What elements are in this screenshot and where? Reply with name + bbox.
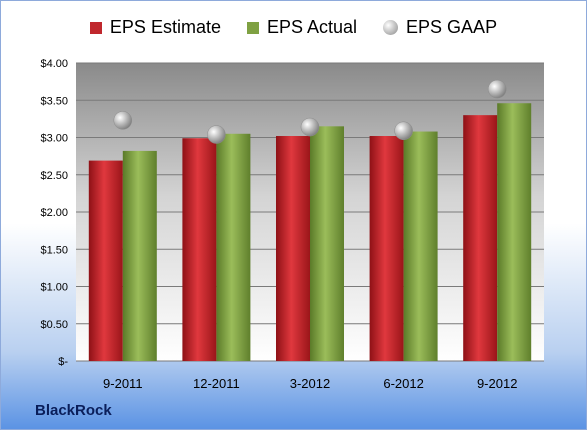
company-name: BlackRock <box>35 402 112 419</box>
bar-eps-actual <box>310 126 344 361</box>
y-tick-label: $4.00 <box>40 58 68 70</box>
y-tick-label: $0.50 <box>40 319 68 331</box>
bar-eps-estimate <box>182 138 217 361</box>
legend-swatch-eps-estimate <box>89 21 102 34</box>
x-tick-label: 9-2011 <box>103 376 143 391</box>
legend-label-eps-gaap: EPS GAAP <box>406 17 498 37</box>
legend-label-eps-estimate: EPS Estimate <box>109 17 221 37</box>
y-tick-label: $2.00 <box>40 207 68 219</box>
legend-item-eps-estimate: EPS Estimate <box>89 17 221 38</box>
bar-eps-estimate <box>88 160 123 361</box>
y-tick-label: $1.50 <box>40 244 68 256</box>
bar-eps-actual <box>497 103 532 361</box>
bar-eps-actual <box>216 133 251 361</box>
legend-item-eps-actual: EPS Actual <box>246 17 358 38</box>
x-tick-label: 3-2012 <box>290 376 330 391</box>
x-tick-label: 12-2011 <box>193 376 240 391</box>
y-tick-label: $3.50 <box>40 95 68 107</box>
legend-item-eps-gaap: EPS GAAP <box>383 17 497 38</box>
y-tick-label: $3.00 <box>40 133 68 145</box>
marker-eps-gaap <box>487 79 507 99</box>
marker-eps-gaap <box>300 117 320 137</box>
y-axis-ticks: $- $0.50 $1.00 $1.50 $2.00 $2.50 $3.00 $3.50 $4.… <box>40 58 68 368</box>
chart-legend: EPS Estimate EPS Actual EPS GAAP <box>1 17 586 38</box>
y-tick-label: $- <box>58 356 68 368</box>
x-axis-ticks: 9-2011 12-2011 3-2012 6-2012 9-2012 <box>103 376 517 391</box>
legend-swatch-eps-actual <box>246 21 259 34</box>
bar-eps-estimate <box>463 115 498 362</box>
legend-swatch-eps-gaap <box>383 20 399 35</box>
bars <box>88 103 532 362</box>
legend-label-eps-actual: EPS Actual <box>266 17 358 37</box>
bar-eps-estimate <box>276 136 310 361</box>
x-tick-label: 9-2012 <box>477 376 517 391</box>
marker-eps-gaap <box>207 125 226 144</box>
x-tick-label: 6-2012 <box>383 376 423 391</box>
marker-eps-gaap <box>394 121 413 141</box>
bar-eps-estimate <box>369 136 404 361</box>
bar-eps-actual <box>403 131 438 361</box>
y-tick-label: $1.00 <box>40 282 68 294</box>
gaap-markers <box>113 79 507 144</box>
bar-eps-actual <box>122 150 157 361</box>
marker-eps-gaap <box>113 111 133 130</box>
y-tick-label: $2.50 <box>40 170 68 182</box>
